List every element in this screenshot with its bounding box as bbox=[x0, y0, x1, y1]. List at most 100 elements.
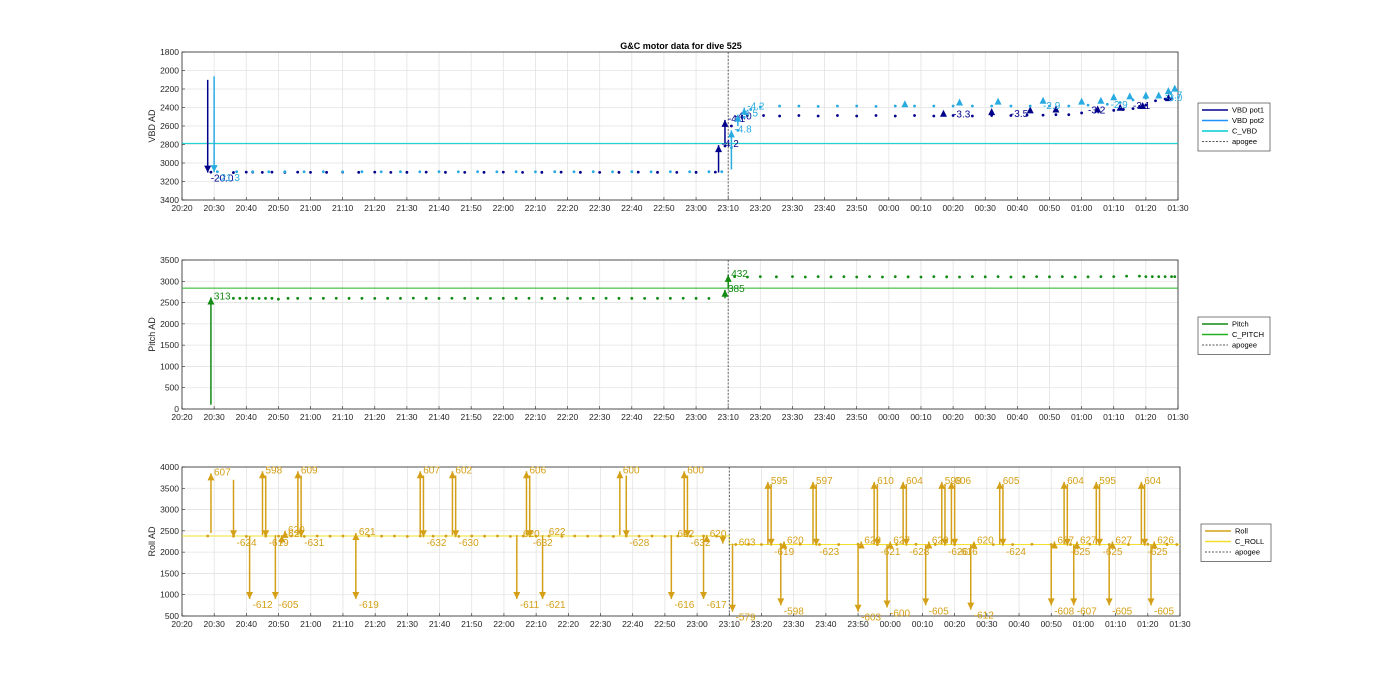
data-point bbox=[1157, 275, 1161, 279]
data-point bbox=[1028, 104, 1032, 108]
arrow-head bbox=[1063, 538, 1071, 546]
data-point bbox=[617, 296, 621, 300]
data-point bbox=[444, 534, 448, 538]
data-point bbox=[914, 542, 918, 546]
data-point bbox=[1041, 113, 1045, 117]
x-tick-label: 00:20 bbox=[942, 412, 964, 422]
point-label: -3.1 bbox=[1133, 101, 1151, 112]
data-point bbox=[527, 296, 531, 300]
x-tick-label: 22:50 bbox=[654, 619, 676, 629]
arrow-head bbox=[703, 535, 711, 543]
arrow-head bbox=[1150, 541, 1158, 549]
data-point bbox=[617, 170, 621, 174]
data-point bbox=[235, 170, 239, 174]
pitch-panel: 20:20 20:30 20:40 20:50 21:00 21:10 21:20 21:30… bbox=[147, 255, 1271, 422]
data-point bbox=[463, 296, 467, 300]
data-point bbox=[643, 296, 647, 300]
data-point bbox=[476, 296, 479, 300]
arrow-label: -627 bbox=[285, 529, 305, 540]
data-point bbox=[791, 275, 794, 279]
data-point bbox=[951, 104, 955, 108]
data-point bbox=[803, 275, 807, 279]
data-point bbox=[508, 534, 512, 538]
data-point bbox=[1060, 275, 1064, 279]
triangle-marker bbox=[1142, 91, 1150, 99]
arrow-label: 610 bbox=[877, 476, 894, 487]
y-tick-label: 3200 bbox=[160, 177, 179, 187]
arrow-head bbox=[873, 538, 881, 546]
data-point bbox=[1112, 275, 1116, 279]
data-point bbox=[746, 114, 749, 117]
triangle-marker bbox=[1126, 92, 1134, 100]
x-tick-label: 23:50 bbox=[846, 203, 868, 213]
y-tick-label: 4000 bbox=[160, 462, 179, 472]
arrow-label: 622 bbox=[549, 527, 566, 538]
arrow-head bbox=[1137, 481, 1145, 489]
data-point bbox=[260, 171, 264, 174]
arrow-head bbox=[727, 130, 735, 138]
triangle-marker bbox=[1171, 84, 1179, 92]
data-point bbox=[373, 296, 377, 300]
x-tick-label: 01:30 bbox=[1167, 203, 1189, 213]
arrow-label: -579 bbox=[736, 613, 756, 624]
arrow-label: 605 bbox=[1003, 476, 1020, 487]
arrow-head bbox=[1073, 541, 1081, 549]
arrow-head bbox=[452, 530, 460, 538]
x-tick-label: 00:00 bbox=[880, 619, 902, 629]
arrow-head bbox=[777, 598, 785, 606]
x-tick-label: 21:10 bbox=[332, 619, 354, 629]
data-point bbox=[456, 170, 460, 174]
x-tick-label: 22:50 bbox=[653, 412, 675, 422]
x-tick-label: 00:30 bbox=[975, 412, 997, 422]
data-point bbox=[720, 170, 724, 174]
triangle-marker bbox=[1094, 105, 1102, 113]
arrow-label: -4.2 bbox=[722, 139, 740, 150]
data-point bbox=[668, 296, 672, 300]
data-point bbox=[598, 171, 602, 174]
data-point bbox=[637, 534, 641, 538]
data-point bbox=[913, 114, 916, 117]
data-point bbox=[296, 170, 300, 174]
arrow-head bbox=[246, 591, 254, 599]
arrow-label: -611 bbox=[520, 600, 540, 611]
arrow-head bbox=[938, 481, 946, 489]
data-point bbox=[357, 170, 361, 174]
arrow-label: 623 bbox=[932, 536, 949, 547]
x-tick-label: 22:40 bbox=[622, 619, 644, 629]
arrow-label: -605 bbox=[929, 606, 949, 617]
arrow-head bbox=[721, 119, 729, 127]
data-point bbox=[736, 128, 740, 132]
arrow-label: 602 bbox=[455, 465, 472, 476]
data-point bbox=[553, 296, 557, 300]
arrow-label: 606 bbox=[954, 476, 971, 487]
arrow-label: 600 bbox=[623, 465, 640, 476]
roll-panel: 20:20 20:30 20:40 20:50 21:00 21:10 21:20 21:30… bbox=[147, 462, 1272, 629]
x-tick-label: 23:10 bbox=[719, 619, 741, 629]
data-point bbox=[206, 534, 210, 538]
x-tick-label: 22:20 bbox=[557, 412, 579, 422]
data-point bbox=[1170, 275, 1173, 279]
x-tick-label: 00:40 bbox=[1007, 412, 1029, 422]
arrow-label: -4.8 bbox=[734, 124, 752, 135]
data-point bbox=[482, 170, 486, 174]
data-point bbox=[309, 296, 312, 300]
data-point bbox=[611, 170, 614, 174]
arrow-head bbox=[258, 471, 266, 479]
data-point bbox=[649, 170, 653, 174]
data-point bbox=[675, 171, 679, 174]
arrow-head bbox=[1070, 598, 1078, 606]
data-point bbox=[411, 296, 415, 300]
arrow-label: -20.0 bbox=[211, 174, 234, 185]
data-point bbox=[463, 171, 467, 174]
roll-legend bbox=[1200, 523, 1272, 562]
x-tick-label: 23:40 bbox=[814, 412, 836, 422]
arrow-head bbox=[526, 530, 534, 538]
data-point bbox=[215, 170, 219, 174]
data-point bbox=[418, 534, 422, 538]
data-point bbox=[1069, 543, 1072, 546]
arrow-label: 603 bbox=[739, 538, 756, 549]
arrow-label: -598 bbox=[784, 606, 804, 617]
arrow-head bbox=[719, 536, 727, 544]
pitch-legend bbox=[1197, 316, 1271, 355]
arrow-label: -621 bbox=[880, 547, 900, 558]
